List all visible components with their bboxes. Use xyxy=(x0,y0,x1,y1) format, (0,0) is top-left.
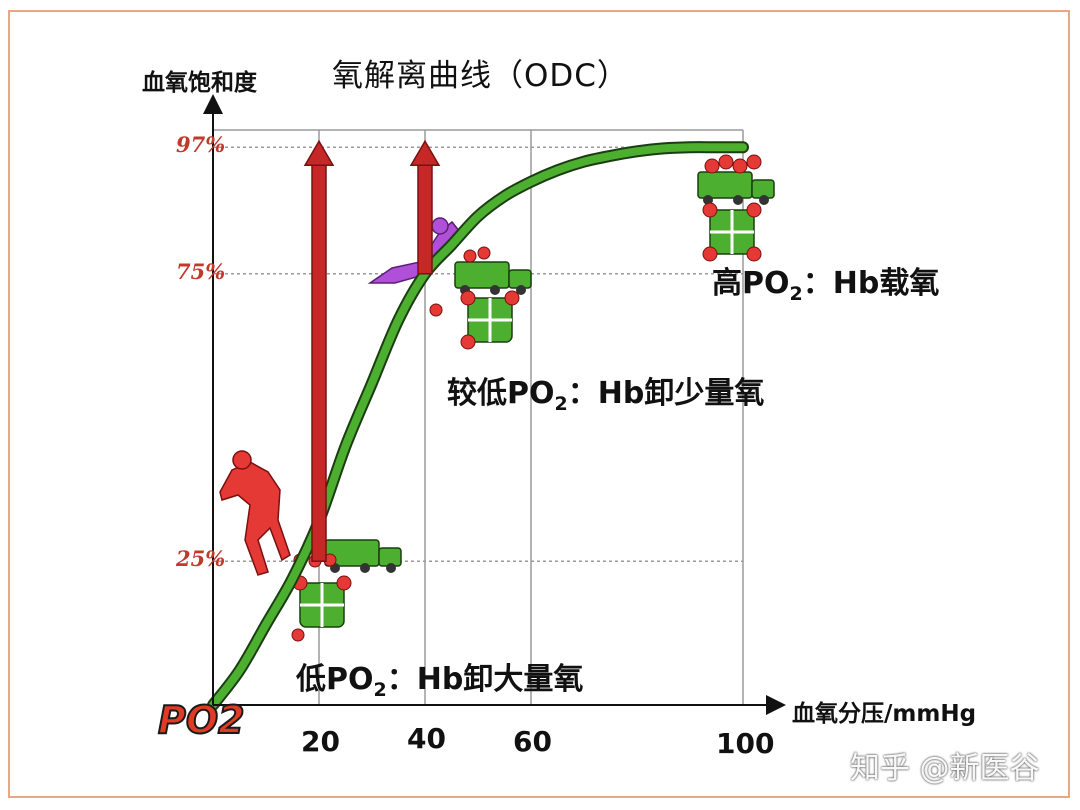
high-o2-molecule xyxy=(746,246,762,262)
x-tick-label: 100 xyxy=(716,727,775,760)
saturation-arrow-head xyxy=(409,139,441,166)
y-tick-label: 97% xyxy=(176,132,226,158)
annotation-lower-po2: 较低PO2：Hb卸少量氧 xyxy=(447,376,765,415)
low-truck-wheel xyxy=(360,563,370,573)
low-truck-wheel xyxy=(386,563,396,573)
y-tick-label: 25% xyxy=(176,546,226,572)
annotation-low-po2: 低PO2：Hb卸大量氧 xyxy=(296,662,584,701)
mid-o2-molecule xyxy=(460,290,476,306)
high-o2-molecule xyxy=(702,246,718,262)
x-axis-label: 血氧分压/mmHg xyxy=(792,701,977,727)
high-o2-molecule xyxy=(702,202,718,218)
x-tick-label: 20 xyxy=(301,725,340,758)
high-truck-body xyxy=(697,171,753,199)
running-person-head xyxy=(232,450,252,470)
annotation-high-po2: 高PO2：Hb载氧 xyxy=(712,266,940,305)
mid-o2-molecule xyxy=(460,334,476,350)
high-cargo-o2 xyxy=(718,154,734,170)
chart-title: 氧解离曲线（ODC） xyxy=(332,58,629,94)
saturation-arrow-head xyxy=(303,139,335,166)
odc-curve xyxy=(209,143,747,709)
mid-cargo-o2 xyxy=(463,249,477,263)
low-released-o2 xyxy=(291,628,305,642)
origin-label: PO2 xyxy=(157,697,246,743)
mid-truck-wheel xyxy=(490,285,500,295)
resting-person-figure xyxy=(367,220,461,284)
high-cargo-o2 xyxy=(704,158,720,174)
high-cargo-o2 xyxy=(746,154,762,170)
y-tick-label: 75% xyxy=(176,258,226,284)
x-tick-label: 60 xyxy=(513,725,552,758)
high-truck-wheel xyxy=(759,195,769,205)
mid-truck-body xyxy=(454,261,510,289)
mid-cargo-o2 xyxy=(477,246,491,260)
x-tick-label: 40 xyxy=(407,722,446,755)
high-truck-wheel xyxy=(703,195,713,205)
mid-o2-molecule xyxy=(504,290,520,306)
high-o2-molecule xyxy=(746,202,762,218)
saturation-arrow-shaft xyxy=(417,160,433,275)
resting-person-head xyxy=(431,217,449,235)
odc-curve-outline xyxy=(207,141,749,711)
high-truck-wheel xyxy=(733,195,743,205)
watermark: 知乎 @新医谷 xyxy=(850,751,1040,786)
mid-truck-wheel xyxy=(516,285,526,295)
y-axis-label: 血氧饱和度 xyxy=(142,70,257,96)
low-o2-molecule xyxy=(336,575,352,591)
saturation-arrow-shaft xyxy=(311,160,327,562)
slide-border xyxy=(8,10,1070,798)
mid-released-o2 xyxy=(429,303,443,317)
running-person-figure xyxy=(219,461,291,576)
high-cargo-o2 xyxy=(732,158,748,174)
